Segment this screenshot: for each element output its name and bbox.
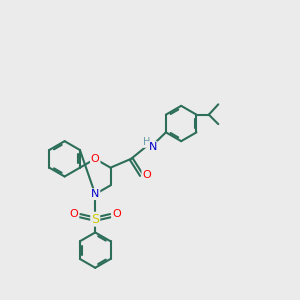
Text: H: H bbox=[143, 137, 150, 147]
Text: O: O bbox=[91, 154, 100, 164]
Text: O: O bbox=[70, 209, 78, 219]
Text: O: O bbox=[142, 170, 151, 180]
Text: O: O bbox=[112, 209, 121, 219]
Text: N: N bbox=[148, 142, 157, 152]
Text: S: S bbox=[91, 213, 99, 226]
Text: N: N bbox=[91, 189, 99, 199]
